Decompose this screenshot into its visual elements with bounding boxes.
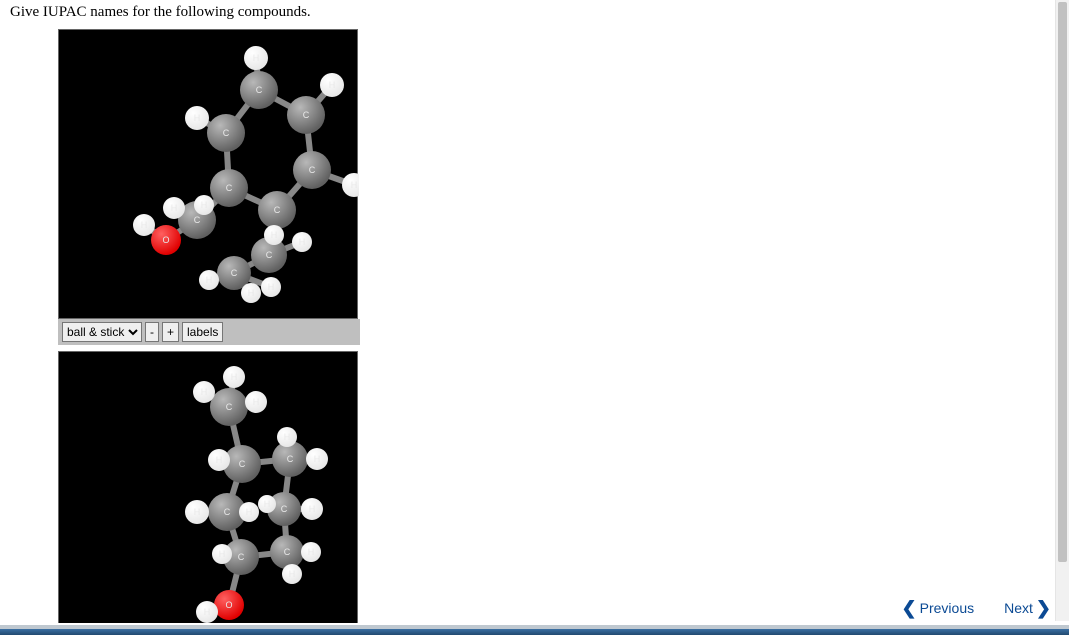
navigation-bar: ❮ Previous Next ❯ [902, 599, 1051, 617]
previous-button[interactable]: ❮ Previous [902, 599, 975, 617]
svg-text:H: H [264, 499, 271, 509]
render-style-select[interactable]: ball & stickspacefillwireframesticks [62, 322, 142, 342]
svg-text:H: H [231, 372, 238, 382]
svg-text:H: H [289, 569, 296, 579]
svg-text:H: H [201, 387, 208, 397]
svg-text:C: C [238, 552, 245, 562]
labels-toggle-button[interactable]: labels [182, 322, 223, 342]
next-button[interactable]: Next ❯ [1004, 599, 1051, 617]
svg-text:H: H [246, 507, 253, 517]
molecule-canvas-1[interactable]: CHCHCHCHCCCHHOHCHHCHHH [58, 29, 358, 319]
svg-text:H: H [299, 237, 306, 247]
zoom-out-button[interactable]: - [145, 322, 159, 342]
svg-text:H: H [194, 507, 201, 517]
svg-text:H: H [309, 504, 316, 514]
svg-text:O: O [225, 600, 232, 610]
svg-text:H: H [284, 432, 291, 442]
svg-text:C: C [194, 215, 201, 225]
svg-text:C: C [274, 205, 281, 215]
svg-text:C: C [223, 128, 230, 138]
svg-text:O: O [162, 235, 169, 245]
next-label: Next [1004, 600, 1033, 616]
scrollbar-thumb[interactable] [1058, 2, 1067, 562]
svg-text:H: H [253, 397, 260, 407]
svg-text:H: H [141, 220, 148, 230]
svg-text:H: H [194, 113, 201, 123]
svg-text:H: H [204, 607, 211, 617]
svg-text:C: C [287, 454, 294, 464]
svg-text:C: C [281, 504, 288, 514]
svg-text:C: C [231, 268, 238, 278]
svg-text:H: H [219, 549, 226, 559]
chevron-left-icon: ❮ [902, 599, 917, 617]
svg-text:H: H [206, 275, 213, 285]
svg-text:H: H [271, 230, 278, 240]
svg-text:H: H [253, 53, 260, 63]
zoom-in-button[interactable]: + [162, 322, 179, 342]
molecule-canvas-2[interactable]: CHHHCHCHHCHHCHHCHCHHOH [58, 351, 358, 623]
svg-text:C: C [256, 85, 263, 95]
molecule-viewer-2: CHHHCHCHHCHHCHHCHCHHOH [58, 351, 1059, 623]
svg-text:H: H [268, 282, 275, 292]
svg-text:H: H [329, 80, 336, 90]
svg-text:C: C [224, 507, 231, 517]
svg-text:C: C [266, 250, 273, 260]
chevron-right-icon: ❯ [1036, 599, 1051, 617]
svg-text:C: C [239, 459, 246, 469]
svg-text:C: C [226, 183, 233, 193]
previous-label: Previous [920, 600, 974, 616]
question-content: Give IUPAC names for the following compo… [0, 0, 1069, 623]
svg-text:H: H [351, 180, 358, 190]
molecule-viewer-1: CHCHCHCHCCCHHOHCHHCHHH ball & stickspace… [58, 29, 1059, 345]
question-prompt: Give IUPAC names for the following compo… [10, 4, 1059, 21]
svg-text:H: H [201, 200, 208, 210]
svg-text:H: H [171, 203, 178, 213]
svg-text:H: H [248, 288, 255, 298]
vertical-scrollbar[interactable] [1055, 0, 1069, 621]
svg-text:C: C [309, 165, 316, 175]
svg-text:C: C [226, 402, 233, 412]
footer-strip [0, 629, 1069, 635]
svg-text:H: H [216, 455, 223, 465]
svg-text:C: C [284, 547, 291, 557]
svg-text:C: C [303, 110, 310, 120]
svg-text:H: H [314, 454, 321, 464]
viewer-controls-1: ball & stickspacefillwireframesticks - +… [58, 319, 360, 345]
svg-text:H: H [308, 547, 315, 557]
